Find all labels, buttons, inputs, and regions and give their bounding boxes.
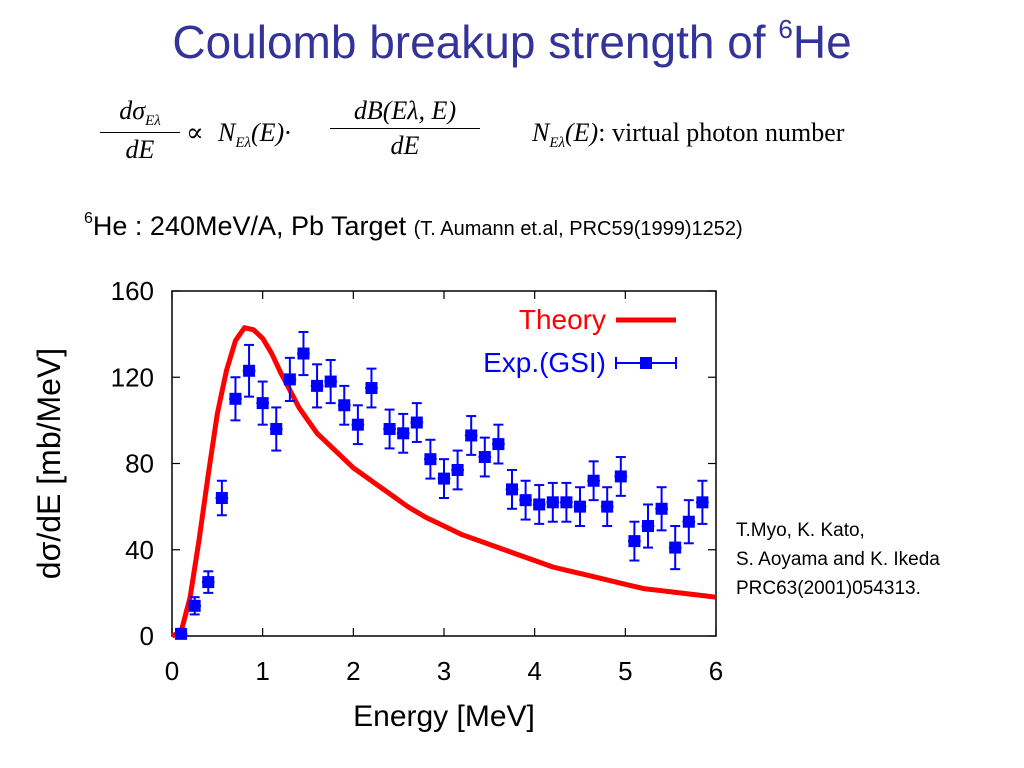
y-tick-label: 120 xyxy=(111,362,154,392)
exp-data-point xyxy=(256,397,269,410)
exp-data-point xyxy=(338,399,351,412)
y-tick-label: 40 xyxy=(125,535,154,565)
exp-data-point xyxy=(492,438,505,451)
exp-data-point xyxy=(351,418,364,431)
exp-data-point xyxy=(465,429,478,442)
theory-curve xyxy=(170,325,717,639)
exp-data-point xyxy=(410,416,423,429)
exp-data-point xyxy=(451,463,464,476)
page-title: Coulomb breakup strength of 6He xyxy=(172,14,852,68)
x-tick-label: 2 xyxy=(346,656,360,686)
y-axis-label: dσ/dE [mb/MeV] xyxy=(31,348,67,579)
exp-data-point xyxy=(188,599,201,612)
cross-section-formula: dσEλ dE ∝ NEλ(E)· dB(Eλ, E) dE NEλ(E): v… xyxy=(92,96,992,186)
exp-data-point xyxy=(560,496,573,509)
exp-data-point xyxy=(215,492,228,504)
virtual-photon-factor: NEλ(E)· xyxy=(218,118,291,152)
legend-exp-label: Exp.(GSI) xyxy=(483,347,606,378)
exp-data-point xyxy=(438,472,450,485)
experiment-subtitle: 6He : 240MeV/A, Pb Target (T. Aumann et.… xyxy=(84,210,743,241)
x-tick-label: 0 xyxy=(165,656,179,686)
theory-reference: T.Myo, K. Kato, S. Aoyama and K. Ikeda P… xyxy=(736,520,940,599)
exp-data-point xyxy=(383,423,396,435)
exp-data-point xyxy=(506,483,518,496)
legend-exp-marker xyxy=(640,357,652,369)
exp-data-point xyxy=(655,502,668,515)
rhs-fraction: dB(Eλ, E) dE xyxy=(330,96,480,161)
exp-data-point xyxy=(229,392,242,405)
exp-data-point xyxy=(669,541,682,554)
exp-data-point xyxy=(682,515,695,528)
exp-data-point xyxy=(243,364,256,377)
x-tick-label: 3 xyxy=(437,656,451,686)
exp-data-point xyxy=(311,379,324,392)
exp-data-point xyxy=(628,535,641,548)
exp-data-point xyxy=(587,474,600,487)
exp-data-point xyxy=(283,373,296,386)
x-tick-label: 5 xyxy=(618,656,632,686)
exp-data-point xyxy=(546,496,559,509)
exp-data-point xyxy=(574,500,586,513)
exp-data-point xyxy=(533,498,546,511)
exp-data-point xyxy=(397,427,410,440)
y-tick-label: 80 xyxy=(125,449,154,479)
y-tick-label: 160 xyxy=(111,276,154,306)
exp-data-point xyxy=(175,627,188,640)
exp-data-point xyxy=(642,520,654,533)
exp-data-point xyxy=(519,494,532,507)
x-tick-label: 4 xyxy=(527,656,541,686)
exp-data-point xyxy=(324,375,337,388)
exp-data-point xyxy=(601,500,614,513)
lhs-fraction: dσEλ dE xyxy=(100,96,180,165)
exp-data-point xyxy=(297,347,310,360)
x-tick-label: 1 xyxy=(255,656,269,686)
virtual-photon-definition: NEλ(E): virtual photon number xyxy=(532,118,845,152)
exp-data-point xyxy=(614,470,627,483)
exp-data-point xyxy=(478,451,491,464)
x-axis-label: Energy [MeV] xyxy=(353,700,535,733)
y-tick-label: 0 xyxy=(140,621,154,651)
exp-data-point xyxy=(202,576,215,589)
proportional-to: ∝ xyxy=(186,118,204,147)
legend-theory-label: Theory xyxy=(519,304,606,335)
exp-data-point xyxy=(270,423,283,435)
x-tick-label: 6 xyxy=(709,656,723,686)
exp-data-point xyxy=(696,496,709,509)
exp-data-point xyxy=(424,453,437,466)
exp-data-point xyxy=(365,382,378,395)
